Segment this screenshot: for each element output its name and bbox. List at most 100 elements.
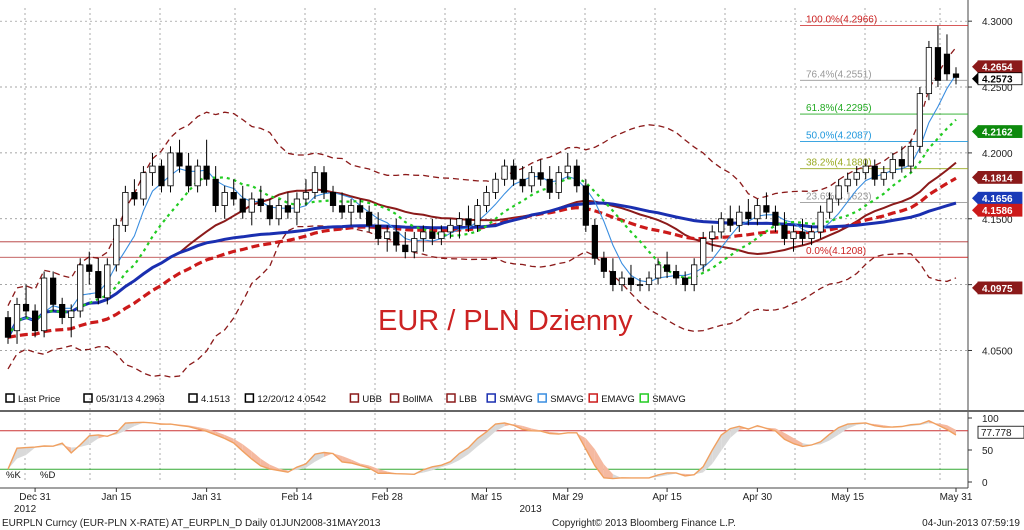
candle bbox=[754, 205, 761, 220]
low-icon bbox=[244, 393, 255, 403]
legend-item: 4.1513 bbox=[201, 394, 230, 405]
price-badge-label: 4.1814 bbox=[982, 173, 1013, 184]
candle bbox=[375, 224, 382, 239]
candle bbox=[212, 178, 219, 206]
x-tick-label: May 31 bbox=[940, 492, 973, 503]
candle bbox=[329, 192, 337, 206]
candle bbox=[510, 165, 517, 180]
candle bbox=[808, 231, 815, 239]
fib-label: 76.4%(4.2551) bbox=[806, 69, 872, 80]
osc-legend-d: %D bbox=[40, 470, 55, 481]
candle bbox=[555, 172, 562, 193]
legend-item: EMAVG bbox=[601, 394, 635, 405]
candle bbox=[465, 218, 472, 226]
osc-fill bbox=[703, 450, 713, 473]
candle bbox=[68, 310, 75, 318]
candle bbox=[411, 238, 418, 253]
close-icon bbox=[188, 393, 198, 403]
osc-fill bbox=[829, 427, 839, 441]
price-badge-arrow bbox=[972, 204, 978, 217]
candle bbox=[104, 264, 111, 299]
candle bbox=[86, 264, 93, 272]
smavg-long-line bbox=[6, 201, 957, 339]
candle bbox=[158, 165, 165, 187]
candle bbox=[537, 172, 544, 180]
candle bbox=[862, 165, 869, 174]
legend-item: SMAVG bbox=[550, 394, 584, 405]
smavg-icon bbox=[537, 393, 547, 403]
price-badge-label: 4.1656 bbox=[982, 194, 1013, 205]
candle bbox=[943, 53, 951, 75]
y-tick-label: 4.0500 bbox=[982, 346, 1013, 357]
osc-fill bbox=[585, 438, 595, 466]
osc-value-label: 77.778 bbox=[981, 428, 1012, 439]
osc-value-badge bbox=[977, 425, 1024, 439]
y-tick-label: 4.3000 bbox=[982, 17, 1013, 28]
osc-fill bbox=[215, 431, 225, 439]
candle bbox=[113, 224, 120, 266]
osc-fill bbox=[730, 426, 740, 438]
fib-label: 0.0%(4.1208) bbox=[806, 246, 866, 257]
candle bbox=[311, 172, 319, 193]
candle bbox=[745, 211, 752, 220]
candle bbox=[564, 165, 571, 174]
candle bbox=[654, 264, 662, 279]
candle bbox=[501, 165, 508, 180]
year-label: 2013 bbox=[520, 504, 543, 515]
candle bbox=[456, 218, 463, 226]
candle bbox=[59, 303, 66, 318]
candle bbox=[600, 257, 607, 272]
osc-fill bbox=[233, 438, 243, 452]
price-badge-label: 4.2573 bbox=[982, 75, 1013, 86]
ubb-icon bbox=[349, 393, 360, 403]
candle bbox=[691, 264, 698, 286]
candle bbox=[41, 277, 48, 332]
osc-fill bbox=[224, 434, 234, 443]
candle bbox=[889, 159, 896, 174]
candle bbox=[492, 178, 499, 193]
candle bbox=[393, 231, 400, 246]
candle bbox=[483, 192, 490, 206]
candle bbox=[772, 211, 779, 226]
x-tick-label: Feb 28 bbox=[372, 492, 404, 503]
osc-fill bbox=[838, 424, 848, 435]
legend-item: BollMA bbox=[403, 394, 434, 405]
osc-fill bbox=[351, 459, 361, 466]
candle bbox=[4, 317, 12, 338]
candle bbox=[185, 165, 192, 187]
candle bbox=[718, 218, 725, 233]
osc-fill bbox=[26, 447, 36, 455]
osc-fill bbox=[477, 431, 487, 447]
candle bbox=[636, 284, 644, 287]
footer-center: Copyright© 2013 Bloomberg Finance L.P. bbox=[552, 518, 736, 529]
candle bbox=[429, 231, 436, 239]
candle bbox=[230, 192, 237, 200]
osc-legend-k: %K bbox=[6, 470, 21, 481]
candle bbox=[582, 185, 589, 226]
osc-tick-label: 100 bbox=[982, 414, 999, 425]
price-badge-label: 4.1586 bbox=[982, 206, 1013, 217]
candle bbox=[781, 224, 788, 239]
osc-tick-label: 50 bbox=[982, 446, 994, 457]
candle bbox=[275, 205, 282, 220]
candle bbox=[790, 231, 797, 239]
price-badge-arrow bbox=[972, 171, 978, 184]
osc-fill bbox=[89, 434, 99, 445]
candle bbox=[682, 277, 689, 286]
candle bbox=[627, 277, 635, 286]
year-label: 2012 bbox=[14, 504, 37, 515]
osc-fill bbox=[594, 449, 604, 478]
candle bbox=[546, 178, 553, 193]
ubb-line bbox=[7, 46, 957, 306]
osc-fill bbox=[486, 423, 496, 440]
candle bbox=[844, 178, 851, 187]
candle-icon bbox=[5, 393, 15, 403]
x-tick-label: Dec 31 bbox=[19, 492, 51, 503]
candle bbox=[934, 47, 942, 81]
candle bbox=[167, 152, 174, 187]
emavg-icon bbox=[639, 393, 649, 403]
candle bbox=[402, 244, 409, 253]
x-axis: Dec 31 Jan 15 Jan 31 Feb 14 Feb 28 Mar 15 Mar … bbox=[0, 487, 973, 515]
oscillator-panel: 0 50 100 77.778 %K %D bbox=[0, 414, 1024, 489]
